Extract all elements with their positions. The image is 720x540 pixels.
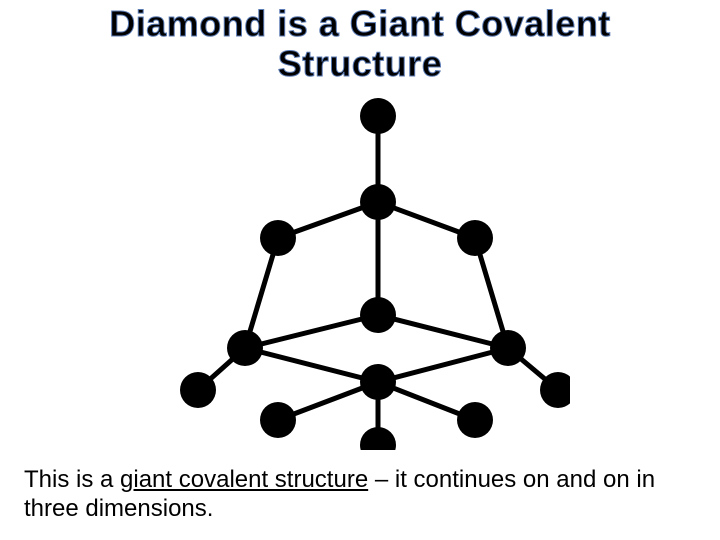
bond-edge xyxy=(378,315,508,348)
atom-node xyxy=(457,402,493,438)
title-line-2: Structure xyxy=(278,43,443,84)
atom-node xyxy=(227,330,263,366)
atom-node xyxy=(360,364,396,400)
atom-node xyxy=(490,330,526,366)
page-title: Diamond is a Giant Covalent Structure xyxy=(0,0,720,83)
caption-text: This is a giant covalent structure – it … xyxy=(24,466,696,524)
bond-edge xyxy=(245,315,378,348)
atom-node xyxy=(360,297,396,333)
diagram-container xyxy=(0,90,720,450)
bond-edge xyxy=(245,348,378,382)
atom-node xyxy=(360,98,396,134)
diamond-structure-diagram xyxy=(150,90,570,450)
atom-node xyxy=(360,184,396,220)
atom-node xyxy=(260,402,296,438)
bond-edge xyxy=(378,348,508,382)
atom-node xyxy=(457,220,493,256)
atom-node xyxy=(360,427,396,450)
atom-node xyxy=(260,220,296,256)
atom-node xyxy=(180,372,216,408)
title-line-1: Diamond is a Giant Covalent xyxy=(109,3,611,44)
